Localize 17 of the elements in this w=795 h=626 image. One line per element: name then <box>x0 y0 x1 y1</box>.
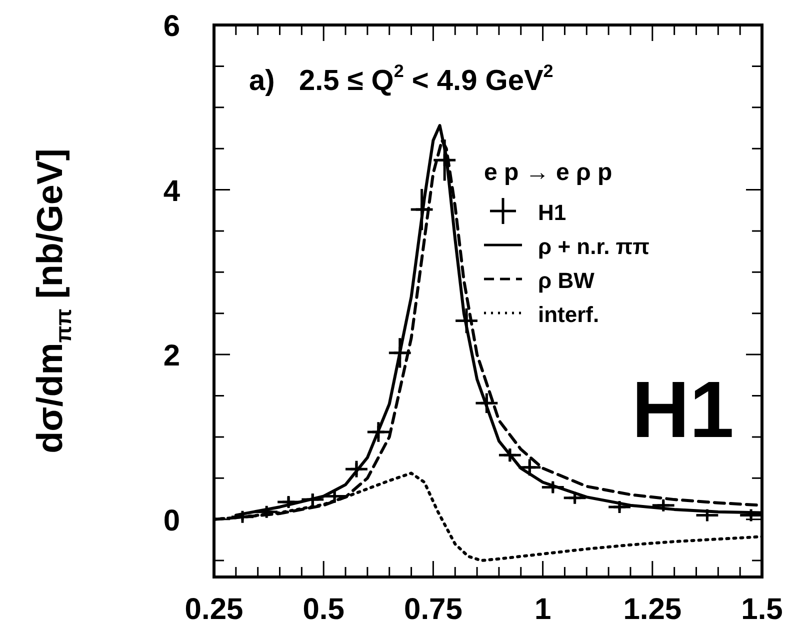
x-tick-label: 0.25 <box>184 593 244 626</box>
legend-label: H1 <box>538 200 566 225</box>
legend-label: interf. <box>538 302 600 327</box>
y-tick-label: 0 <box>163 504 180 538</box>
x-tick-label: 0.75 <box>404 593 462 626</box>
x-tick-label: 0.5 <box>302 593 344 626</box>
x-tick-label: 1.5 <box>741 593 783 626</box>
y-tick-label: 4 <box>163 174 180 208</box>
legend-label: ρ BW <box>538 268 595 293</box>
legend-label: ρ + n.r. ππ <box>538 234 650 259</box>
y-axis-title: dσ/dmππ [nb/GeV] <box>29 148 76 454</box>
annotation: H1 <box>632 365 734 454</box>
y-tick-label: 6 <box>163 10 180 43</box>
legend-title: e p → e ρ p <box>484 159 612 186</box>
y-tick-label: 2 <box>163 340 180 373</box>
x-tick-label: 1 <box>534 593 552 626</box>
x-tick-label: 1.25 <box>623 593 682 626</box>
